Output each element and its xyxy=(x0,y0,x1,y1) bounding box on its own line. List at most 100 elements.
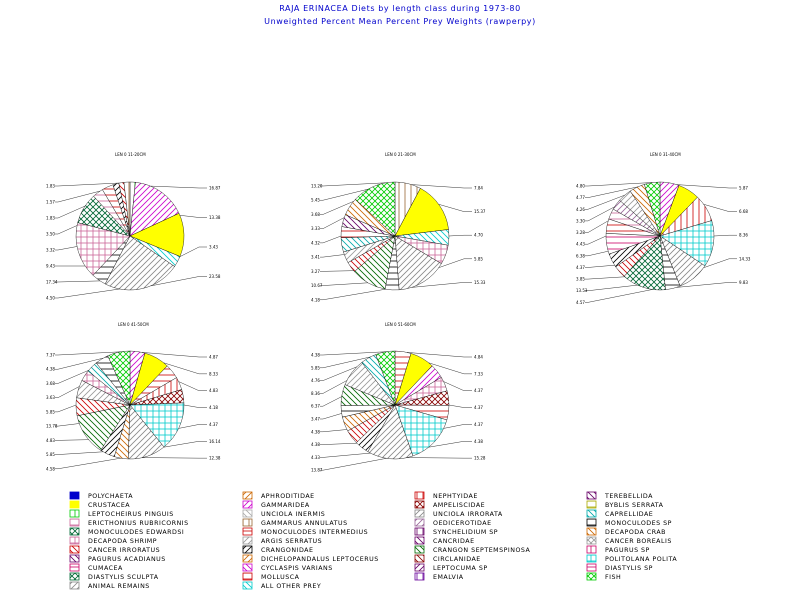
slice-value-label: 6.37 xyxy=(311,404,320,409)
slice-value-label: 4.70 xyxy=(474,233,483,238)
legend-label: TEREBELLIDA xyxy=(604,493,653,500)
slice-value-label: 5.45 xyxy=(311,198,320,203)
legend-swatch xyxy=(242,500,253,509)
legend-swatch xyxy=(69,545,80,554)
legend-swatch xyxy=(586,545,597,554)
slice-value-label: 4.37 xyxy=(474,405,483,410)
legend-item-gammarus-annulatus: GAMMARUS ANNULATUS xyxy=(242,518,347,527)
legend-label: DIASTYLIS SCULPTA xyxy=(88,574,159,581)
legend-item-oedicerotidae: OEDICEROTIDAE xyxy=(414,518,492,527)
leader-line xyxy=(448,404,472,408)
legend-swatch xyxy=(69,563,80,572)
leader-line xyxy=(443,381,472,391)
pie-chart-3: LEN 0 31-40CM 5.87 6.68 8.36 14.33 9.83 4.80 4.… xyxy=(576,152,751,305)
slice-value-label: 4.50 xyxy=(46,296,55,301)
legend-swatch xyxy=(586,572,597,581)
legend-label: CYCLASPIS VARIANS xyxy=(261,565,333,572)
legend-item-fish: FISH xyxy=(586,572,621,581)
legend-item-polychaeta: POLYCHAETA xyxy=(69,491,133,500)
slice-value-label: 4.37 xyxy=(474,388,483,393)
legend-label: OEDICEROTIDAE xyxy=(433,520,492,527)
legend-item-caprellidae: CAPRELLIDAE xyxy=(586,509,653,518)
leader-line xyxy=(55,288,120,299)
leader-line xyxy=(585,206,615,222)
legend-swatch xyxy=(242,572,253,581)
leader-line xyxy=(585,289,653,303)
leader-line xyxy=(320,217,345,229)
slice-value-label: 4.58 xyxy=(46,466,55,471)
legend-label: PAGURUS SP xyxy=(605,547,650,554)
leader-line xyxy=(406,457,472,459)
legend-swatch xyxy=(69,509,80,518)
slice-value-label: 4.32 xyxy=(311,240,320,245)
legend-item-politolana-polita: POLITOLANA POLITA xyxy=(586,554,677,563)
legend-label: LEPTOCHEIRUS PINGUIS xyxy=(88,511,174,518)
slice-value-label: 3.32 xyxy=(46,248,55,253)
leader-line xyxy=(585,195,625,210)
leader-line xyxy=(448,234,472,237)
slice-value-label: 4.80 xyxy=(576,184,585,189)
legend-swatch xyxy=(586,518,597,527)
slice-value-label: 3.41 xyxy=(311,255,320,260)
legend-item-monoculodes-intermedius: MONOCULODES INTERMEDIUS xyxy=(242,527,368,536)
legend-swatch xyxy=(242,527,253,536)
legend-label: CRANGON SEPTEMSPINOSA xyxy=(433,547,531,554)
leader-line xyxy=(55,225,78,235)
leader-line xyxy=(163,441,207,448)
leader-line xyxy=(585,276,625,280)
legend-item-decapoda-crab: DECAPODA CRAB xyxy=(586,527,665,536)
legend-item-crustacea: CRUSTACEA xyxy=(69,500,130,509)
leader-line xyxy=(320,452,371,458)
leader-line xyxy=(320,443,357,445)
leader-line xyxy=(55,439,89,441)
legend-label: MONOCULODES EDWARDSI xyxy=(88,529,184,536)
slice-value-label: 14.33 xyxy=(739,256,751,261)
legend-swatch xyxy=(242,536,253,545)
slice-value-label: 3.27 xyxy=(311,269,320,274)
legend-swatch xyxy=(242,563,253,572)
legend-label: NEPHTYIDAE xyxy=(433,493,478,500)
legend-label: CRUSTACEA xyxy=(88,502,130,509)
leader-line xyxy=(178,424,207,429)
leader-line xyxy=(585,235,607,245)
pie-chart-5: LEN 0 51-60CM 4.84 7.33 4.37 4.37 4.37 4.38 15.… xyxy=(311,322,486,473)
slice-value-label: 8.36 xyxy=(311,391,320,396)
leader-line xyxy=(428,441,472,448)
leader-line xyxy=(320,351,387,356)
slice-value-label: 4.18 xyxy=(311,297,320,302)
legend-item-animal-remains: ANIMAL REMAINS xyxy=(69,581,149,590)
slice-value-label: 3.30 xyxy=(576,218,585,223)
pie-title: LEN 0 21-30CM xyxy=(385,152,416,157)
slice-value-label: 9.83 xyxy=(739,280,748,285)
slice-value-label: 1.83 xyxy=(46,216,55,221)
legend-item-byblis-serrata: BYBLIS SERRATA xyxy=(586,500,663,509)
leader-line xyxy=(585,220,609,233)
legend-swatch xyxy=(242,518,253,527)
slice-value-label: 13.78 xyxy=(46,424,58,429)
slice-value-label: 13.53 xyxy=(576,288,588,293)
legend-label: CAPRELLIDAE xyxy=(605,511,653,518)
legend-swatch xyxy=(69,581,80,590)
slice-value-label: 4.77 xyxy=(576,195,585,200)
legend-item-cumacea: CUMACEA xyxy=(69,563,123,572)
legend-swatch xyxy=(414,500,425,509)
slice-value-label: 16.87 xyxy=(209,186,221,191)
slice-value-label: 1.83 xyxy=(46,184,55,189)
legend-item-pagurus-acadianus: PAGURUS ACADIANUS xyxy=(69,554,165,563)
legend-label: ARGIS SERRATUS xyxy=(261,538,322,545)
leader-line xyxy=(320,356,371,368)
legend-item-decapoda-shrimp: DECAPODA SHRIMP xyxy=(69,536,157,545)
chart-subtitle: Unweighted Percent Mean Percent Prey Wei… xyxy=(264,17,536,26)
slice-value-label: 4.37 xyxy=(576,265,585,270)
legend-swatch xyxy=(586,491,597,500)
leader-line xyxy=(320,189,369,201)
legend-item-all-other-prey: ALL OTHER PREY xyxy=(242,581,321,590)
pie-slice-crustacea xyxy=(394,188,449,237)
legend-swatch xyxy=(69,500,80,509)
legend-label: CUMACEA xyxy=(88,565,123,572)
leader-line xyxy=(55,370,89,384)
legend-item-terebellida: TEREBELLIDA xyxy=(586,491,653,500)
slice-value-label: 3.33 xyxy=(311,226,320,231)
leader-line xyxy=(676,282,737,288)
pie-charts-group: LEN 0 11-20CM 16.87 13.38 3.43 23.58 1.83 1.57… xyxy=(46,152,751,473)
